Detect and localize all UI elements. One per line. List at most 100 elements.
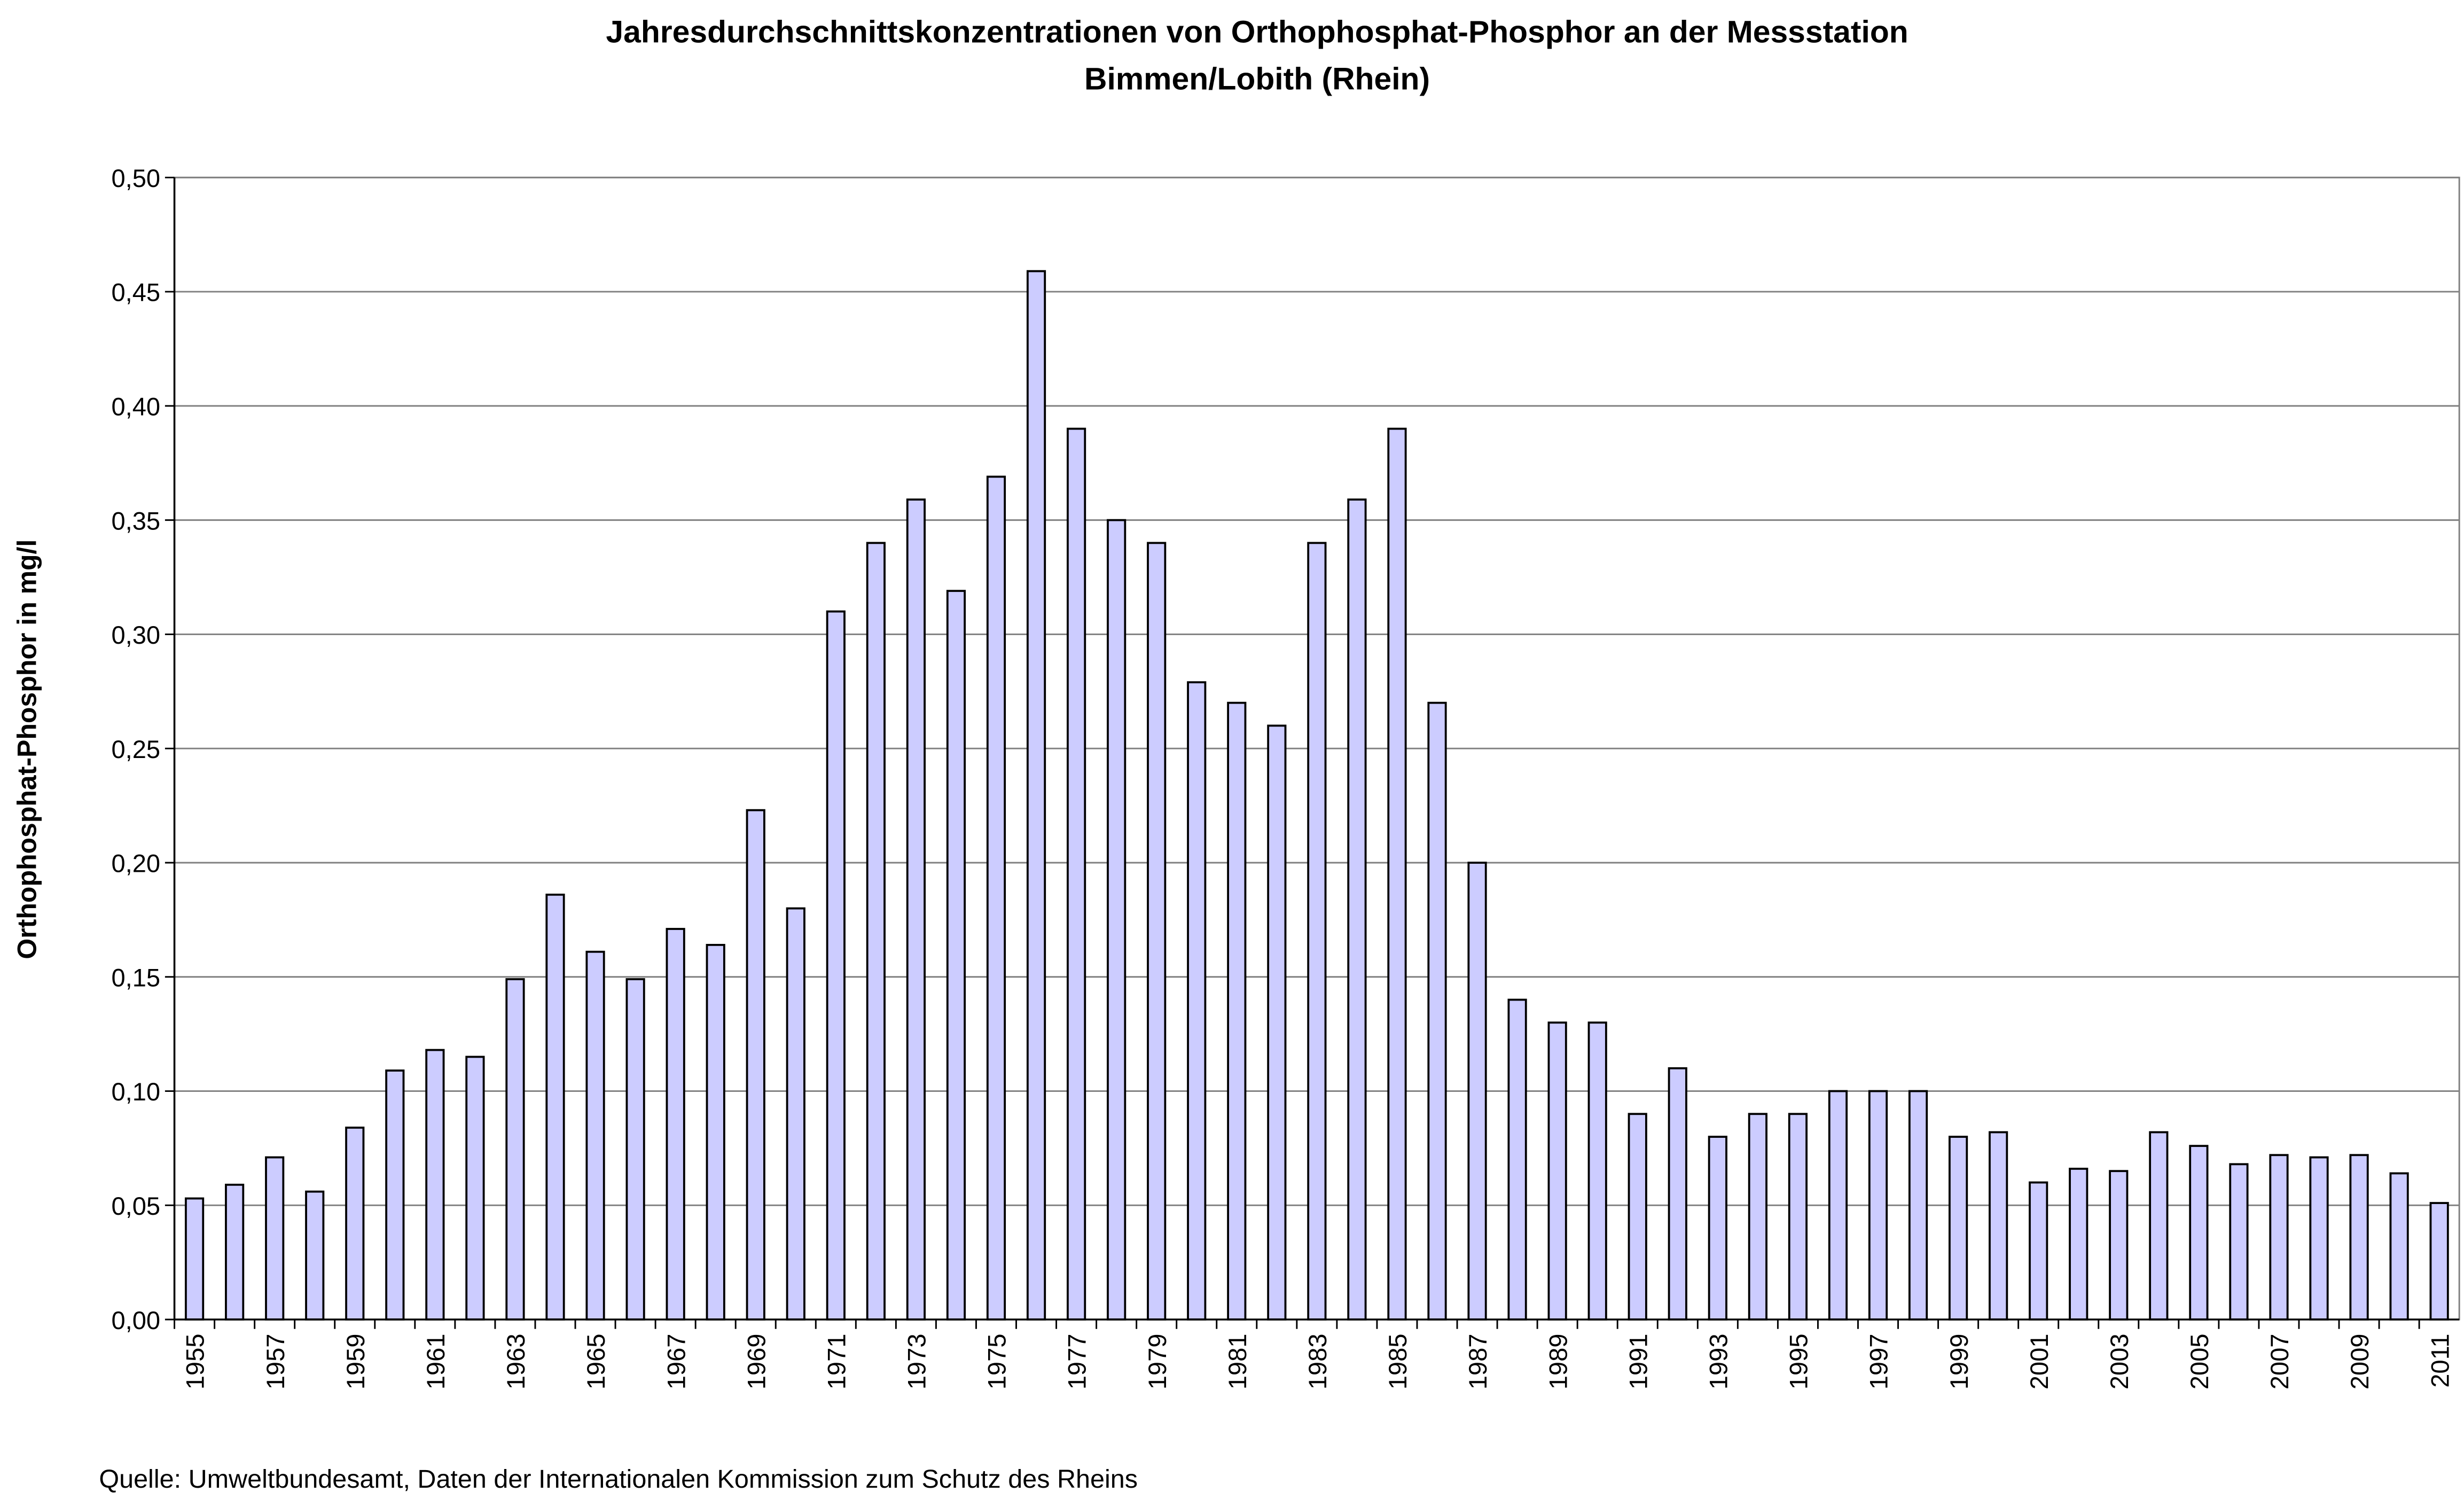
x-tick-label: 1979 bbox=[1143, 1334, 1171, 1390]
x-tick-label: 1995 bbox=[1785, 1334, 1813, 1390]
x-tick-label: 2007 bbox=[2265, 1334, 2294, 1390]
bar-1998 bbox=[1908, 1090, 1928, 1321]
x-tick-label: 2003 bbox=[2105, 1334, 2133, 1390]
bar-1991 bbox=[1628, 1113, 1647, 1321]
bar-1988 bbox=[1507, 998, 1527, 1321]
bar-2005 bbox=[2189, 1145, 2209, 1321]
x-tick-label: 2009 bbox=[2345, 1334, 2374, 1390]
x-tick-label: 1985 bbox=[1383, 1334, 1412, 1390]
bar-1997 bbox=[1868, 1090, 1888, 1321]
x-tick-label: 1961 bbox=[421, 1334, 450, 1390]
bar-2000 bbox=[1989, 1131, 2008, 1321]
x-tick-label: 1967 bbox=[662, 1334, 690, 1390]
bar-2001 bbox=[2029, 1181, 2048, 1321]
x-tick-labels: 1955 1957 1959 1961 1963 1965 1967 1969 1971 1973… bbox=[181, 1334, 2454, 1390]
x-tick-label: 1993 bbox=[1704, 1334, 1732, 1390]
bar-1967 bbox=[666, 928, 685, 1321]
bar-1960 bbox=[385, 1069, 405, 1321]
x-tick-label: 1983 bbox=[1303, 1334, 1332, 1390]
bar-1992 bbox=[1668, 1067, 1687, 1321]
bar-2004 bbox=[2149, 1131, 2169, 1321]
x-tick-label: 1997 bbox=[1865, 1334, 1893, 1390]
y-axis-label: Orthophosphat-Phosphor in mg/l bbox=[12, 540, 42, 959]
y-tick-label: 0,05 bbox=[111, 1192, 160, 1220]
x-tick-label: 1975 bbox=[983, 1334, 1011, 1390]
bar-1982 bbox=[1267, 724, 1287, 1321]
y-tick-label: 0,25 bbox=[111, 735, 160, 763]
bar-1956 bbox=[225, 1183, 245, 1321]
bar-1979 bbox=[1147, 542, 1167, 1321]
x-tick-label: 1981 bbox=[1223, 1334, 1251, 1390]
bar-1976 bbox=[1026, 270, 1046, 1321]
x-tick-label: 1963 bbox=[502, 1334, 530, 1390]
y-tick-label: 0,00 bbox=[111, 1306, 160, 1334]
bar-1996 bbox=[1828, 1090, 1848, 1321]
bar-2010 bbox=[2389, 1172, 2409, 1321]
bar-1968 bbox=[706, 944, 725, 1321]
x-tick-label: 2001 bbox=[2025, 1334, 2053, 1390]
x-tick-label: 1991 bbox=[1624, 1334, 1652, 1390]
bars bbox=[184, 270, 2449, 1321]
chart-title: Jahresdurchschnittskonzentrationen von O… bbox=[606, 14, 1908, 49]
y-tick-label: 0,50 bbox=[111, 164, 160, 192]
x-tick-label: 1969 bbox=[742, 1334, 770, 1390]
y-tick-label: 0,20 bbox=[111, 849, 160, 878]
x-tick-label: 1957 bbox=[261, 1334, 290, 1390]
bar-1959 bbox=[345, 1127, 365, 1321]
x-tick-label: 1959 bbox=[341, 1334, 370, 1390]
bar-1977 bbox=[1066, 427, 1086, 1321]
bar-1973 bbox=[906, 498, 926, 1321]
bar-2006 bbox=[2229, 1163, 2249, 1321]
bar-1964 bbox=[545, 893, 565, 1321]
bar-1989 bbox=[1547, 1021, 1567, 1321]
axes bbox=[165, 176, 2460, 1329]
y-tick-label: 0,15 bbox=[111, 963, 160, 991]
bar-1961 bbox=[425, 1049, 445, 1321]
bar-1965 bbox=[585, 950, 605, 1321]
chart-subtitle: Bimmen/Lobith (Rhein) bbox=[1084, 62, 1430, 97]
x-tick-label: 1989 bbox=[1544, 1334, 1572, 1390]
y-tick-labels: 0,00 0,05 0,10 0,15 0,20 0,25 0,30 0,35 0,40 0,45… bbox=[111, 164, 160, 1334]
bar-2011 bbox=[2429, 1202, 2449, 1321]
y-tick-label: 0,45 bbox=[111, 278, 160, 307]
bar-2003 bbox=[2109, 1170, 2129, 1321]
bar-1984 bbox=[1347, 498, 1367, 1321]
bar-1981 bbox=[1227, 701, 1247, 1321]
bar-1972 bbox=[866, 542, 886, 1321]
x-tick-label: 1955 bbox=[181, 1334, 209, 1390]
bar-1963 bbox=[505, 978, 525, 1321]
y-tick-label: 0,35 bbox=[111, 506, 160, 535]
bar-1980 bbox=[1187, 681, 1207, 1321]
bar-2009 bbox=[2349, 1154, 2369, 1321]
bar-1983 bbox=[1307, 542, 1327, 1321]
bar-1969 bbox=[746, 809, 765, 1321]
x-tick-label: 1973 bbox=[903, 1334, 931, 1390]
bar-1999 bbox=[1949, 1136, 1968, 1321]
y-tick-label: 0,30 bbox=[111, 621, 160, 649]
bar-2008 bbox=[2309, 1156, 2329, 1321]
bar-1985 bbox=[1387, 427, 1407, 1321]
x-tick-label: 2011 bbox=[2426, 1334, 2454, 1388]
x-tick-label: 1977 bbox=[1063, 1334, 1091, 1390]
y-tick-label: 0,10 bbox=[111, 1077, 160, 1106]
bar-1994 bbox=[1748, 1113, 1767, 1321]
x-tick-label: 1999 bbox=[1945, 1334, 1973, 1390]
bar-1958 bbox=[305, 1190, 325, 1321]
bar-1990 bbox=[1587, 1021, 1607, 1321]
bar-1971 bbox=[826, 610, 846, 1321]
x-tick-label: 1971 bbox=[822, 1334, 850, 1390]
bar-1962 bbox=[465, 1056, 485, 1321]
bar-1975 bbox=[986, 475, 1006, 1321]
x-tick-label: 2005 bbox=[2185, 1334, 2213, 1390]
source-note: Quelle: Umweltbundesamt, Daten der Inter… bbox=[99, 1465, 1138, 1494]
bar-1955 bbox=[184, 1197, 205, 1321]
bar-1986 bbox=[1427, 701, 1447, 1321]
x-tick-label: 1965 bbox=[582, 1334, 610, 1390]
bar-1987 bbox=[1467, 862, 1487, 1321]
bar-1995 bbox=[1788, 1113, 1808, 1321]
bar-1966 bbox=[625, 978, 645, 1321]
bar-2007 bbox=[2269, 1154, 2289, 1321]
bar-2002 bbox=[2069, 1168, 2088, 1321]
bar-1993 bbox=[1708, 1136, 1727, 1321]
